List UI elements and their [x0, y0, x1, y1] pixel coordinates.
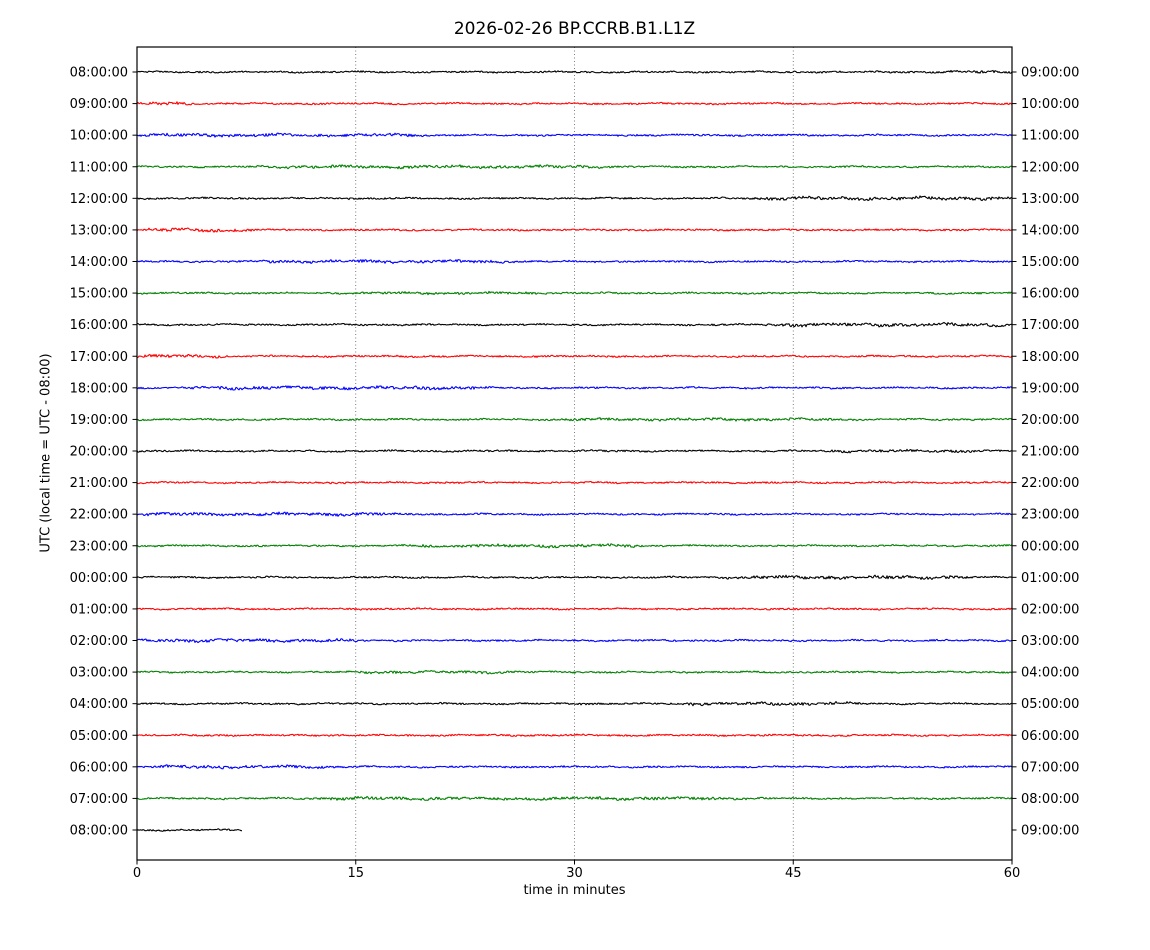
utc-time-label-19: 02:00:00 — [70, 634, 128, 649]
local-time-label-17: 01:00:00 — [1021, 571, 1079, 586]
chart-title: 2026-02-26 BP.CCRB.B1.L1Z — [453, 19, 696, 39]
utc-time-label-7: 14:00:00 — [70, 255, 128, 270]
y-axis-title: UTC (local time = UTC - 08:00) — [38, 353, 54, 553]
utc-time-label-23: 06:00:00 — [70, 760, 128, 775]
trace-row-6 — [136, 227, 1013, 233]
trace-row-1 — [136, 69, 1013, 74]
utc-time-label-1: 08:00:00 — [70, 66, 128, 81]
utc-time-label-5: 12:00:00 — [70, 192, 128, 207]
trace-row-2 — [136, 101, 1013, 106]
trace-row-13 — [136, 448, 1013, 454]
trace-row-22 — [136, 733, 1013, 737]
local-time-label-12: 20:00:00 — [1021, 413, 1079, 428]
local-time-label-15: 23:00:00 — [1021, 508, 1079, 523]
utc-time-label-21: 04:00:00 — [70, 697, 128, 712]
trace-row-17 — [136, 574, 1013, 580]
local-time-label-11: 19:00:00 — [1021, 381, 1079, 396]
local-time-label-4: 12:00:00 — [1021, 160, 1079, 175]
local-time-label-8: 16:00:00 — [1021, 287, 1079, 302]
trace-row-21 — [136, 701, 1013, 707]
utc-time-label-16: 23:00:00 — [70, 539, 128, 554]
local-time-label-5: 13:00:00 — [1021, 192, 1079, 207]
trace-row-16 — [136, 543, 1013, 549]
trace-row-23 — [136, 764, 1013, 770]
trace-row-7 — [136, 259, 1013, 265]
trace-row-15 — [136, 511, 1013, 517]
x-tick-label-15: 15 — [347, 866, 364, 881]
local-time-label-16: 00:00:00 — [1021, 539, 1079, 554]
utc-time-label-25: 08:00:00 — [70, 824, 128, 839]
trace-row-19 — [136, 638, 1013, 644]
x-tick-label-45: 45 — [785, 866, 802, 881]
local-time-label-9: 17:00:00 — [1021, 318, 1079, 333]
utc-time-label-15: 22:00:00 — [70, 508, 128, 523]
x-tick-label-60: 60 — [1004, 866, 1021, 881]
local-time-label-1: 09:00:00 — [1021, 66, 1079, 81]
trace-row-10 — [136, 353, 1013, 359]
trace-row-25 — [136, 828, 243, 832]
utc-time-label-20: 03:00:00 — [70, 666, 128, 681]
x-tick-label-30: 30 — [566, 866, 583, 881]
utc-time-label-3: 10:00:00 — [70, 129, 128, 144]
trace-row-5 — [136, 195, 1013, 202]
trace-row-8 — [136, 290, 1013, 296]
trace-row-18 — [136, 607, 1013, 611]
local-time-label-18: 02:00:00 — [1021, 602, 1079, 617]
local-time-label-6: 14:00:00 — [1021, 223, 1079, 238]
local-time-label-20: 04:00:00 — [1021, 666, 1079, 681]
utc-time-label-17: 00:00:00 — [70, 571, 128, 586]
local-time-label-10: 18:00:00 — [1021, 350, 1079, 365]
utc-time-label-8: 15:00:00 — [70, 287, 128, 302]
utc-time-label-24: 07:00:00 — [70, 792, 128, 807]
trace-row-14 — [136, 480, 1013, 485]
x-tick-label-0: 0 — [133, 866, 141, 881]
local-time-label-14: 22:00:00 — [1021, 476, 1079, 491]
local-time-label-7: 15:00:00 — [1021, 255, 1079, 270]
utc-time-label-10: 17:00:00 — [70, 350, 128, 365]
utc-time-label-4: 11:00:00 — [70, 160, 128, 175]
local-time-label-19: 03:00:00 — [1021, 634, 1079, 649]
local-time-label-25: 09:00:00 — [1021, 824, 1079, 839]
trace-row-12 — [136, 417, 1013, 422]
utc-time-label-14: 21:00:00 — [70, 476, 128, 491]
utc-time-label-12: 19:00:00 — [70, 413, 128, 428]
trace-row-20 — [136, 669, 1013, 675]
utc-time-label-9: 16:00:00 — [70, 318, 128, 333]
utc-time-label-18: 01:00:00 — [70, 602, 128, 617]
local-time-label-23: 07:00:00 — [1021, 760, 1079, 775]
x-axis-title: time in minutes — [523, 883, 626, 898]
utc-time-label-13: 20:00:00 — [70, 445, 128, 460]
utc-time-label-2: 09:00:00 — [70, 97, 128, 112]
plot-frame — [136, 46, 1013, 861]
trace-row-4 — [136, 164, 1012, 170]
trace-row-24 — [136, 795, 1013, 802]
utc-time-label-22: 05:00:00 — [70, 729, 128, 744]
utc-time-label-11: 18:00:00 — [70, 381, 128, 396]
local-time-label-21: 05:00:00 — [1021, 697, 1079, 712]
local-time-label-3: 11:00:00 — [1021, 129, 1079, 144]
local-time-label-22: 06:00:00 — [1021, 729, 1079, 744]
local-time-label-24: 08:00:00 — [1021, 792, 1079, 807]
trace-row-3 — [136, 132, 1013, 138]
local-time-label-13: 21:00:00 — [1021, 445, 1079, 460]
local-time-label-2: 10:00:00 — [1021, 97, 1079, 112]
utc-time-label-6: 13:00:00 — [70, 223, 128, 238]
trace-row-9 — [136, 321, 1013, 328]
trace-row-11 — [136, 385, 1013, 391]
